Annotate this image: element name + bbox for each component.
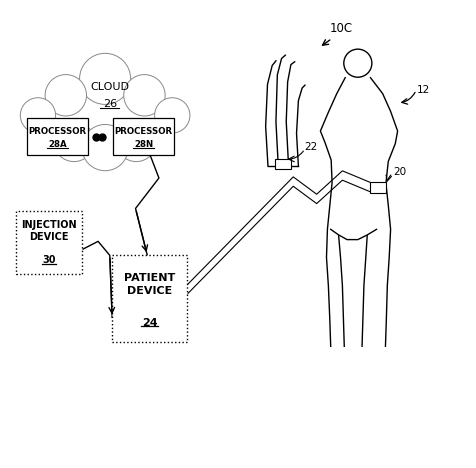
Circle shape <box>79 53 130 104</box>
Circle shape <box>82 124 128 171</box>
Circle shape <box>154 98 189 133</box>
Text: 20: 20 <box>392 167 405 177</box>
Text: 10C: 10C <box>329 22 352 35</box>
Text: PATIENT
DEVICE: PATIENT DEVICE <box>124 273 175 296</box>
Text: 22: 22 <box>303 142 317 152</box>
Text: PROCESSOR: PROCESSOR <box>114 127 172 136</box>
Text: 30: 30 <box>42 255 56 265</box>
Circle shape <box>123 74 165 116</box>
Text: 26: 26 <box>102 99 117 109</box>
Circle shape <box>45 74 86 116</box>
FancyBboxPatch shape <box>27 118 88 155</box>
Text: 24: 24 <box>141 318 157 328</box>
Text: 28A: 28A <box>48 140 67 149</box>
Text: 12: 12 <box>416 85 430 95</box>
Circle shape <box>20 98 56 133</box>
FancyBboxPatch shape <box>113 118 174 155</box>
FancyBboxPatch shape <box>16 211 81 274</box>
Text: INJECTION
DEVICE: INJECTION DEVICE <box>21 219 77 242</box>
Text: CLOUD: CLOUD <box>90 81 129 92</box>
FancyBboxPatch shape <box>112 255 187 342</box>
Circle shape <box>343 49 371 77</box>
FancyBboxPatch shape <box>370 182 386 193</box>
Text: PROCESSOR: PROCESSOR <box>28 127 86 136</box>
Text: 28N: 28N <box>134 140 153 149</box>
FancyBboxPatch shape <box>274 159 291 169</box>
Circle shape <box>54 121 94 161</box>
Circle shape <box>116 121 156 161</box>
